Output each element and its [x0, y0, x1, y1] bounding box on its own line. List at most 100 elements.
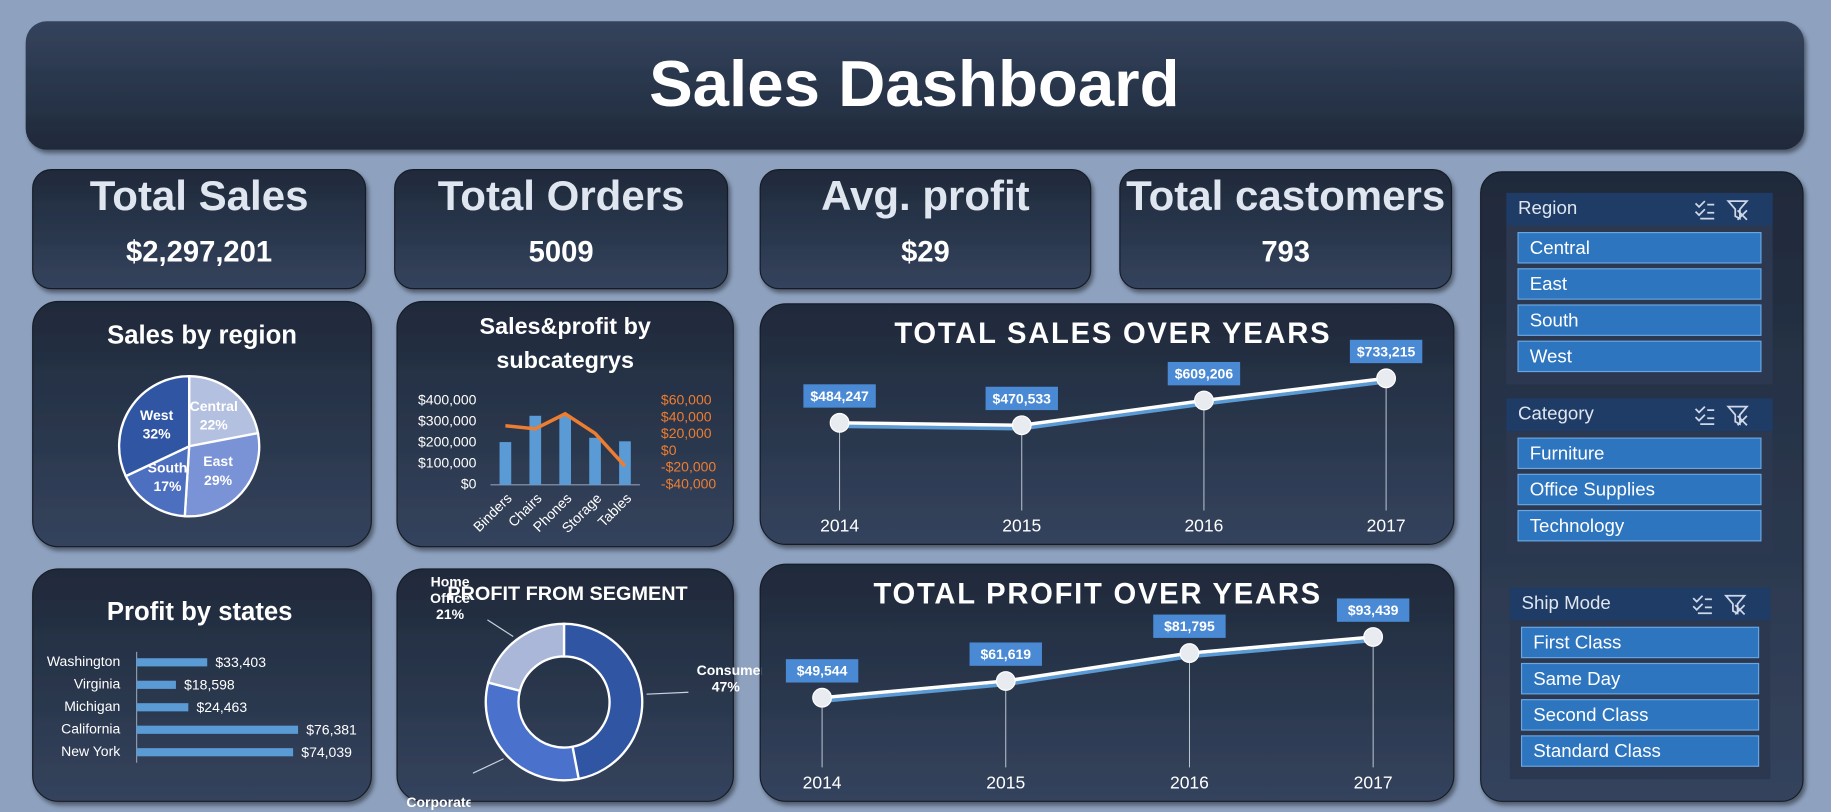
kpi-label: Total castomers [1126, 172, 1445, 219]
kpi-value: 5009 [529, 236, 594, 268]
bar [136, 725, 299, 734]
slicer-item[interactable] [1520, 735, 1760, 767]
donut-slice [562, 622, 644, 781]
slicer-item[interactable] [1520, 699, 1760, 731]
kpi-label: Avg. profit [821, 172, 1030, 219]
slicer-item[interactable] [1517, 509, 1762, 542]
value-label: $93,439 [1348, 602, 1399, 618]
slicer-item-label: South [1530, 309, 1579, 330]
value-label-box [1336, 598, 1410, 622]
y-tick-label: $200,000 [418, 433, 477, 449]
point [1011, 415, 1032, 436]
slicer-item[interactable] [1517, 232, 1762, 264]
line [821, 635, 1374, 700]
segment-value: 21% [436, 605, 465, 623]
leader-line [487, 619, 514, 637]
slicer-header [1509, 587, 1771, 621]
slicer-item-label: Central [1530, 237, 1590, 258]
y-tick-label: $100,000 [418, 455, 477, 471]
value-label-box [985, 386, 1058, 411]
x-tick-label: 2016 [1170, 772, 1209, 792]
segment-category: Home Office [430, 573, 470, 606]
y-tick-label: Washington [47, 653, 120, 669]
y-tick-label: California [61, 720, 120, 736]
point [829, 412, 850, 433]
value-label-box [785, 659, 859, 683]
multi-select-icon[interactable] [1694, 405, 1715, 425]
slicer-item[interactable] [1520, 662, 1760, 695]
segment-category: Consumer [696, 661, 761, 679]
slicer-item[interactable] [1517, 437, 1762, 470]
x-tick-label: 2016 [1184, 515, 1223, 535]
value-label: $470,533 [993, 390, 1052, 406]
slicer-item-label: West [1530, 345, 1573, 366]
value-label: $609,206 [1175, 366, 1234, 382]
point [1363, 627, 1384, 647]
chart-title: TOTAL SALES OVER YEARS [894, 318, 1331, 350]
slicer-header [1506, 192, 1773, 226]
value-label: $81,795 [1164, 618, 1215, 634]
y-tick-label: $400,000 [418, 391, 477, 407]
y2-tick-label: $20,000 [661, 425, 712, 441]
kpi-value: $2,297,201 [126, 236, 272, 268]
value-label-box [803, 384, 876, 408]
slice-category: East [203, 453, 233, 469]
value-label: $76,381 [306, 722, 357, 738]
pie-slice [183, 431, 261, 518]
segment-label: Home Office 21% [415, 569, 485, 623]
segment-label-box: Corporate32% [401, 773, 471, 812]
slicer-item-label: Same Day [1533, 668, 1621, 689]
pie-slice [117, 375, 191, 478]
value-label: $484,247 [810, 388, 869, 404]
x-tick-label: 2014 [803, 772, 842, 792]
dashboard-title: Sales Dashboard [649, 47, 1179, 120]
slicer-header [1506, 398, 1773, 432]
y-tick-label: Virginia [74, 675, 121, 691]
value-label-box [1153, 614, 1226, 638]
clear-filter-icon[interactable] [1726, 200, 1749, 221]
clear-filter-icon[interactable] [1724, 594, 1747, 616]
bar [529, 415, 542, 485]
value-label: $733,215 [1357, 343, 1416, 359]
bar [136, 658, 208, 667]
line-shadow [821, 638, 1374, 703]
slicer-item[interactable] [1520, 626, 1760, 659]
multi-select-icon[interactable] [1692, 595, 1712, 615]
y-tick-label: New York [61, 743, 121, 759]
panel [759, 168, 1092, 290]
multi-select-icon[interactable] [1694, 200, 1715, 220]
value-label: $61,619 [980, 646, 1031, 662]
y-tick-label: $0 [461, 476, 477, 492]
value-label-box [1167, 361, 1241, 386]
segment-label: Corporate32% [401, 773, 471, 812]
bar [499, 442, 512, 485]
slice-label: 29% [204, 472, 233, 488]
bar [589, 437, 601, 485]
bar [136, 680, 176, 689]
line-shadow [839, 380, 1387, 431]
point [812, 687, 833, 708]
slicer-item[interactable] [1517, 473, 1762, 506]
pie-slice [124, 444, 191, 518]
line [839, 376, 1387, 428]
value-label: $24,463 [197, 699, 248, 715]
profit-line [505, 411, 627, 468]
slice-label: 22% [200, 417, 229, 433]
clear-filter-icon[interactable] [1726, 405, 1749, 426]
y-tick-label: Michigan [64, 698, 120, 714]
segment-category: Corporate [406, 794, 471, 811]
y2-tick-label: $40,000 [661, 408, 712, 424]
slicer-item[interactable] [1517, 304, 1762, 336]
y2-tick-label: $0 [661, 442, 677, 458]
slicer-item-label: East [1530, 273, 1568, 294]
slicer-item[interactable] [1517, 340, 1762, 373]
point [995, 671, 1016, 691]
panel [396, 568, 734, 802]
slicer-item[interactable] [1517, 268, 1762, 300]
panel [32, 568, 372, 802]
leader-line [646, 691, 689, 695]
x-tick-label: 2015 [1002, 515, 1041, 535]
slice-label: 17% [153, 478, 182, 494]
bar [136, 703, 189, 712]
